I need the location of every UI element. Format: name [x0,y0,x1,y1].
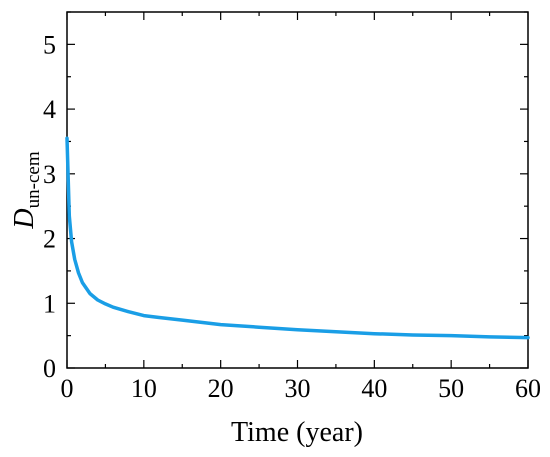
series-line [65,136,530,340]
y-tick-label: 0 [43,354,56,383]
y-tick-label: 5 [43,30,56,59]
y-tick-label: 4 [43,95,56,124]
y-tick-labels: 0 1 2 3 4 5 [43,30,56,383]
y-tick-label: 3 [43,160,56,189]
x-tick-label: 60 [515,374,541,403]
x-tick-label: 50 [438,374,464,403]
y-tick-label: 2 [43,225,56,254]
y-axis-title: Dun-cem [9,151,44,229]
x-tick-label: 10 [131,374,157,403]
x-tick-labels: 0 10 20 30 40 50 60 [61,374,542,403]
y-axis-title-main: D [9,208,40,229]
y-axis-title-subscript: un-cem [23,151,44,208]
series-group [65,136,530,340]
x-tick-label: 0 [61,374,74,403]
x-tick-label: 20 [208,374,234,403]
x-tick-label: 30 [285,374,311,403]
y-tick-label: 1 [43,289,56,318]
x-axis-title: Time (year) [231,417,363,448]
x-tick-label: 40 [361,374,387,403]
